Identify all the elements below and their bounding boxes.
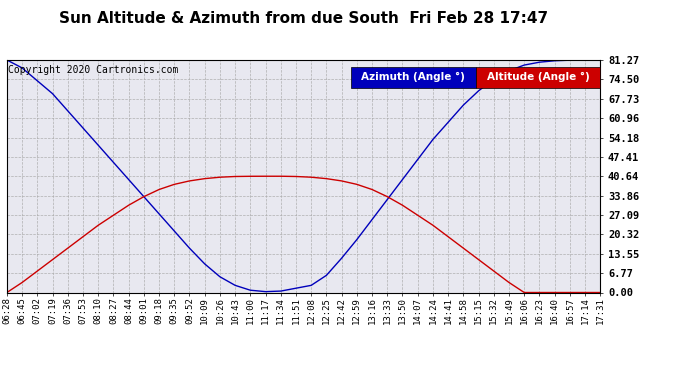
Text: Azimuth (Angle °): Azimuth (Angle °)	[362, 72, 465, 82]
FancyBboxPatch shape	[351, 67, 475, 88]
Text: Altitude (Angle °): Altitude (Angle °)	[486, 72, 589, 82]
Text: Sun Altitude & Azimuth from due South  Fri Feb 28 17:47: Sun Altitude & Azimuth from due South Fr…	[59, 11, 548, 26]
Text: Copyright 2020 Cartronics.com: Copyright 2020 Cartronics.com	[8, 64, 179, 75]
FancyBboxPatch shape	[475, 67, 600, 88]
